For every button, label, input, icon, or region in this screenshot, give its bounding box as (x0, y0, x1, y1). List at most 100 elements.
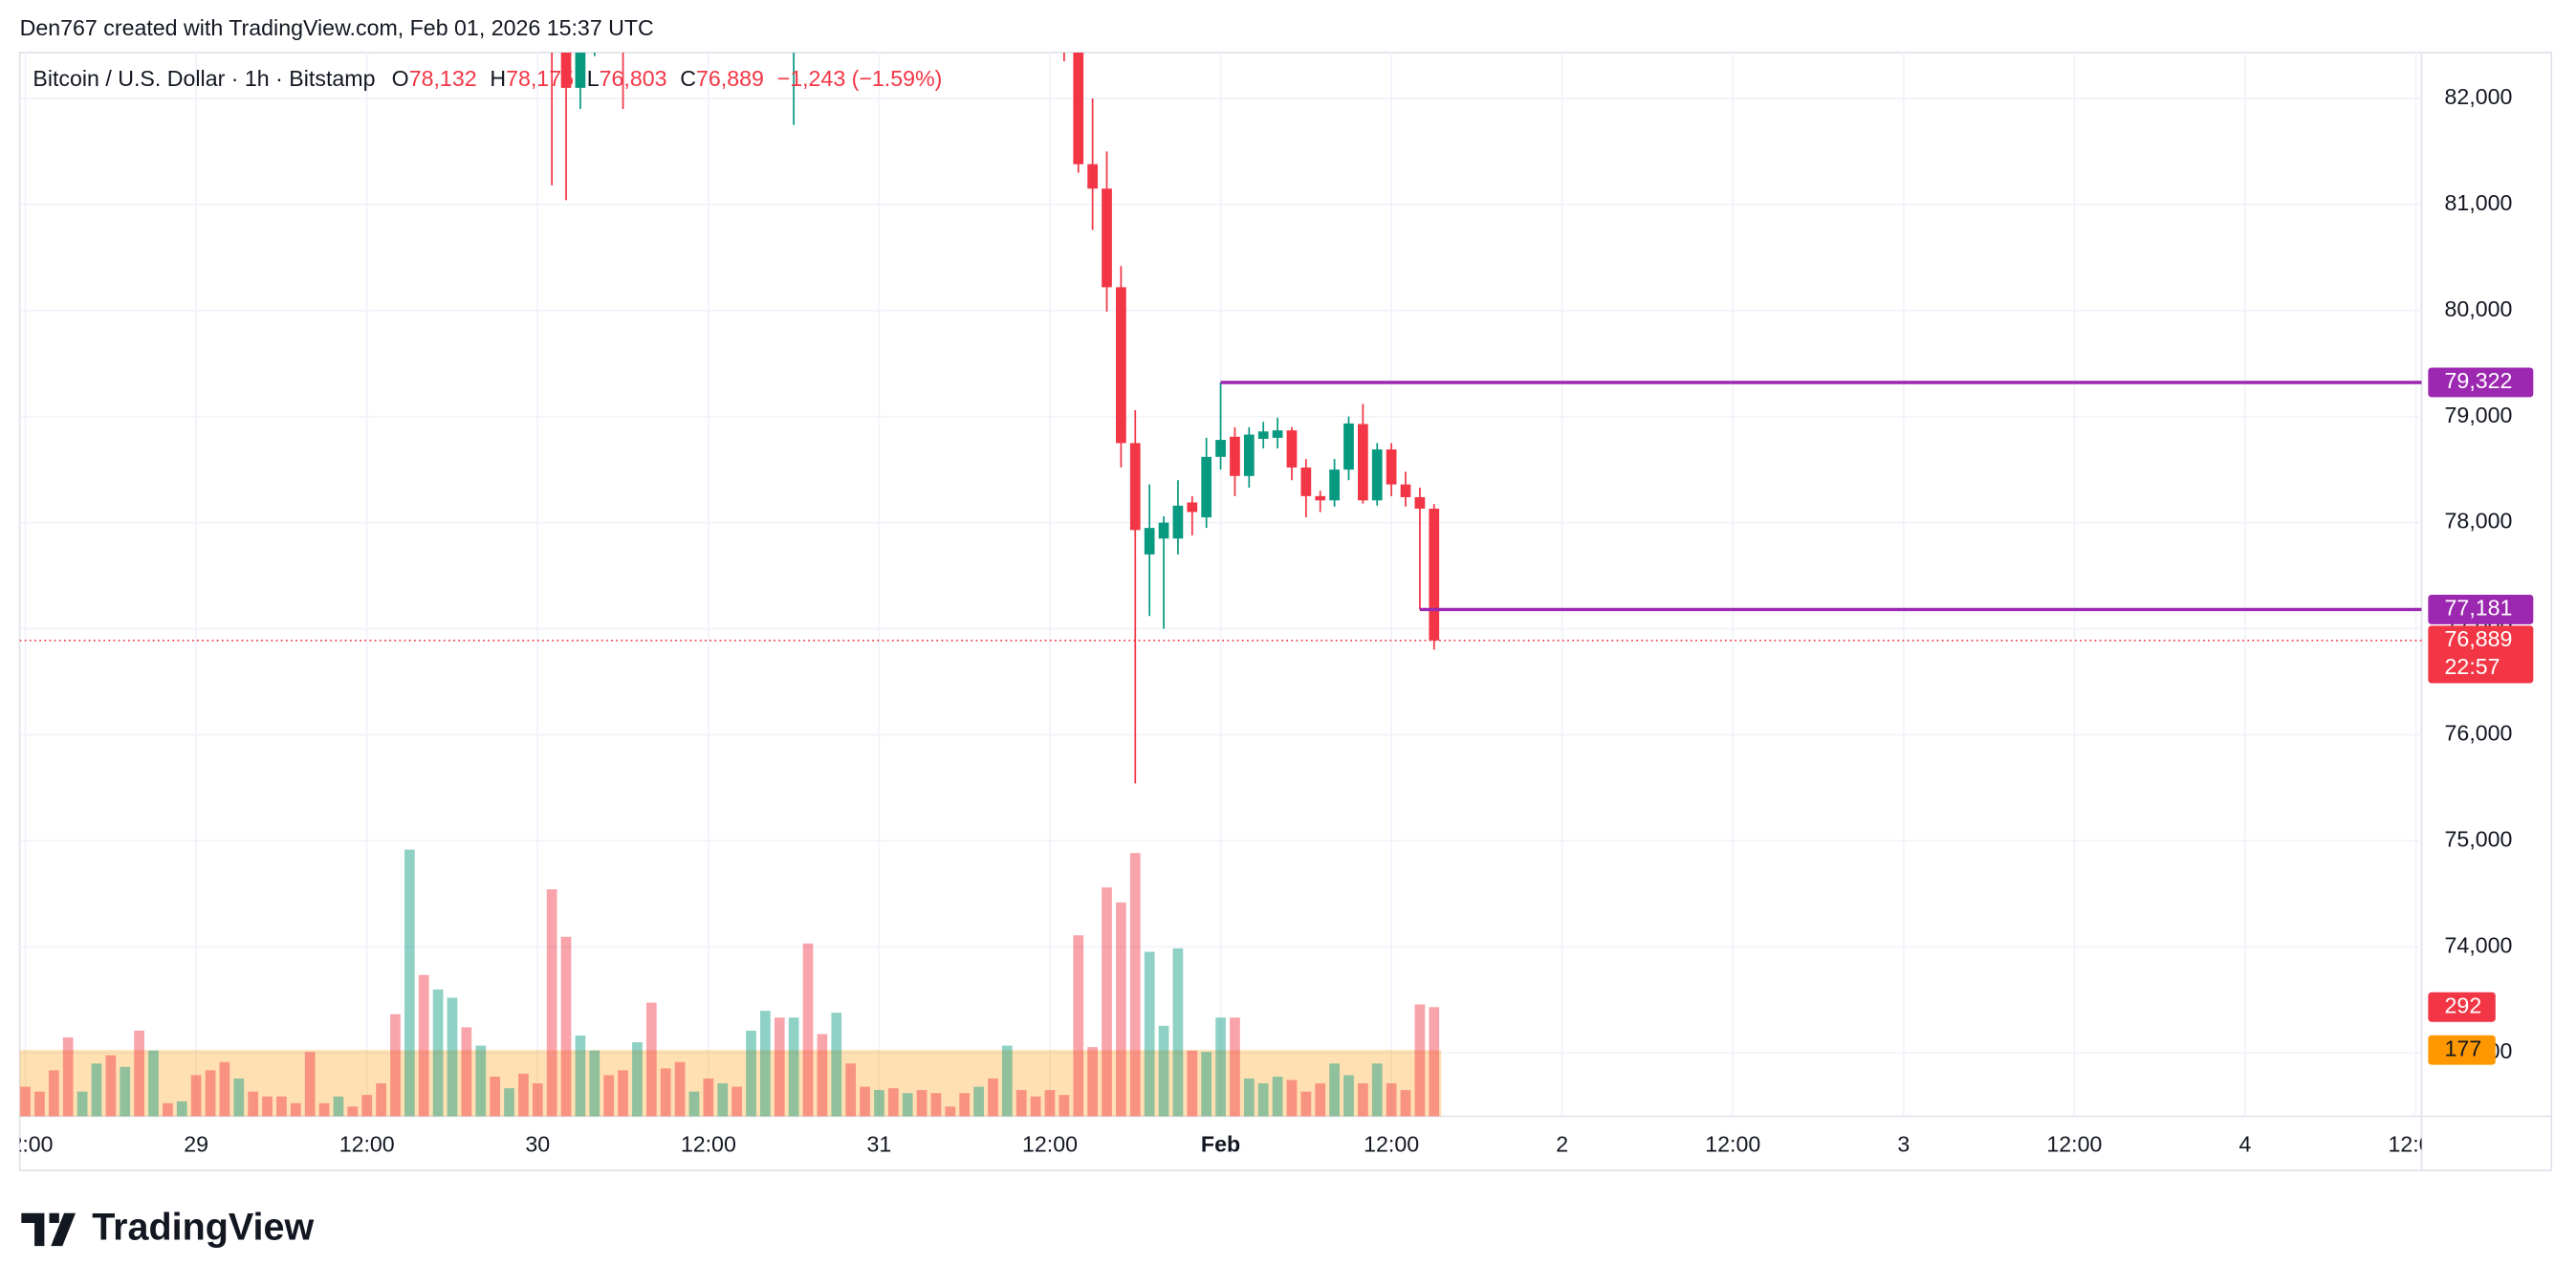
candle-body (1144, 528, 1155, 555)
volume-bar (887, 1088, 899, 1117)
credit: Den767 created with TradingView.com, Feb… (20, 15, 654, 40)
volume-bar (262, 1096, 273, 1117)
candle-body (1172, 505, 1184, 539)
y-tick-label: 74,000 (2445, 932, 2513, 957)
x-tick-label: 12:00 (1364, 1131, 1419, 1156)
candle-body (1257, 431, 1269, 439)
logo: TradingView (21, 1206, 315, 1248)
volume-bar (418, 974, 429, 1117)
volume-bar (802, 943, 814, 1117)
volume-bar (105, 1055, 117, 1117)
volume-bar (361, 1095, 373, 1117)
volume-bar (390, 1014, 401, 1117)
x-tick-label: 30 (525, 1131, 550, 1156)
brand: TradingView (92, 1206, 314, 1248)
y-tick-label: 75,000 (2445, 826, 2513, 851)
x-tick-label: 12:00 (1022, 1131, 1078, 1156)
volume-bar (20, 1086, 31, 1117)
volume-bar (290, 1102, 301, 1117)
volume-bar (190, 1075, 202, 1117)
volume-bar (404, 849, 415, 1117)
volume-bar (1087, 1047, 1098, 1117)
candle-body (1343, 423, 1354, 470)
candle-body (1286, 430, 1298, 468)
volume-bar (1300, 1091, 1312, 1117)
volume-ma-label: 177 (2445, 1036, 2482, 1060)
x-tick-label: 3 (1897, 1131, 1910, 1156)
candle-body (689, 30, 700, 46)
candle-body (717, 19, 728, 40)
countdown: 22:57 (2445, 654, 2500, 679)
volume-bar (532, 1083, 543, 1117)
volume-bar (1073, 935, 1084, 1117)
candle-body (1272, 430, 1283, 438)
volume-bar (248, 1091, 259, 1117)
candle-body (1243, 434, 1255, 476)
volume-bar (62, 1036, 74, 1117)
ohlc-value: 78,175 (506, 66, 574, 91)
candle-body (1116, 287, 1126, 444)
candle-body (1129, 443, 1141, 531)
volume-bar (76, 1091, 88, 1117)
x-tick-label: 29 (184, 1131, 208, 1156)
volume-bar (645, 1002, 657, 1117)
volume-bar (560, 936, 572, 1117)
candle-body (1045, 0, 1056, 3)
volume-bar (603, 1075, 615, 1117)
volume-bar (788, 1017, 799, 1117)
volume-bar (447, 997, 458, 1117)
volume-bar (1044, 1090, 1056, 1117)
price-label: 77,181 (2445, 596, 2513, 621)
volume-bar (703, 1078, 714, 1117)
y-tick-label: 80,000 (2445, 296, 2513, 321)
volume-bar (1187, 1050, 1198, 1117)
last-price-box (2428, 625, 2534, 684)
x-tick-label: 12:00 (339, 1131, 395, 1156)
y-tick-label: 79,000 (2445, 403, 2513, 427)
price-label-box (2428, 594, 2534, 624)
volume-bar (1400, 1090, 1411, 1117)
volume-bar (233, 1078, 245, 1117)
volume-bar (973, 1086, 984, 1117)
volume-bar (575, 1035, 586, 1117)
volume-bar (1172, 948, 1184, 1117)
volume-bar (1030, 1096, 1041, 1117)
candle-body (1187, 502, 1198, 513)
candle-body (1429, 508, 1440, 641)
y-tick-label: 76,000 (2445, 721, 2513, 746)
volume-bar (930, 1093, 942, 1117)
volume-bar (475, 1045, 487, 1117)
volume-bar (945, 1106, 956, 1117)
candle-body (1073, 52, 1084, 164)
x-tick-label: 4 (2239, 1131, 2252, 1156)
volume-ma-area (19, 1050, 1442, 1117)
volume-bar (276, 1096, 287, 1117)
volume-bar (746, 1030, 756, 1117)
volume-bar (333, 1096, 344, 1117)
volume-bar (1116, 902, 1126, 1117)
candle-body (1158, 522, 1169, 539)
volume-bar (1272, 1076, 1283, 1117)
volume-bar (1230, 1017, 1240, 1117)
candle-body (675, 34, 686, 45)
volume-bar (176, 1101, 187, 1117)
volume-bar (163, 1102, 173, 1117)
volume-bar (1414, 1004, 1426, 1117)
candle-body (1358, 424, 1368, 501)
candle-body (731, 19, 742, 30)
x-tick-label: 12:00 (2389, 1131, 2444, 1156)
volume-bar (731, 1086, 742, 1117)
volume-bar (1215, 1017, 1226, 1117)
volume-bar (134, 1030, 144, 1117)
candle-body (1102, 188, 1112, 288)
volume-bar (1371, 1063, 1383, 1117)
candle-body (1201, 456, 1212, 518)
candle-body (1371, 449, 1383, 501)
volume-bar (1358, 1083, 1368, 1117)
volume-bar (817, 1034, 828, 1117)
price-label-box (2428, 367, 2534, 398)
grid (19, 52, 2422, 1117)
